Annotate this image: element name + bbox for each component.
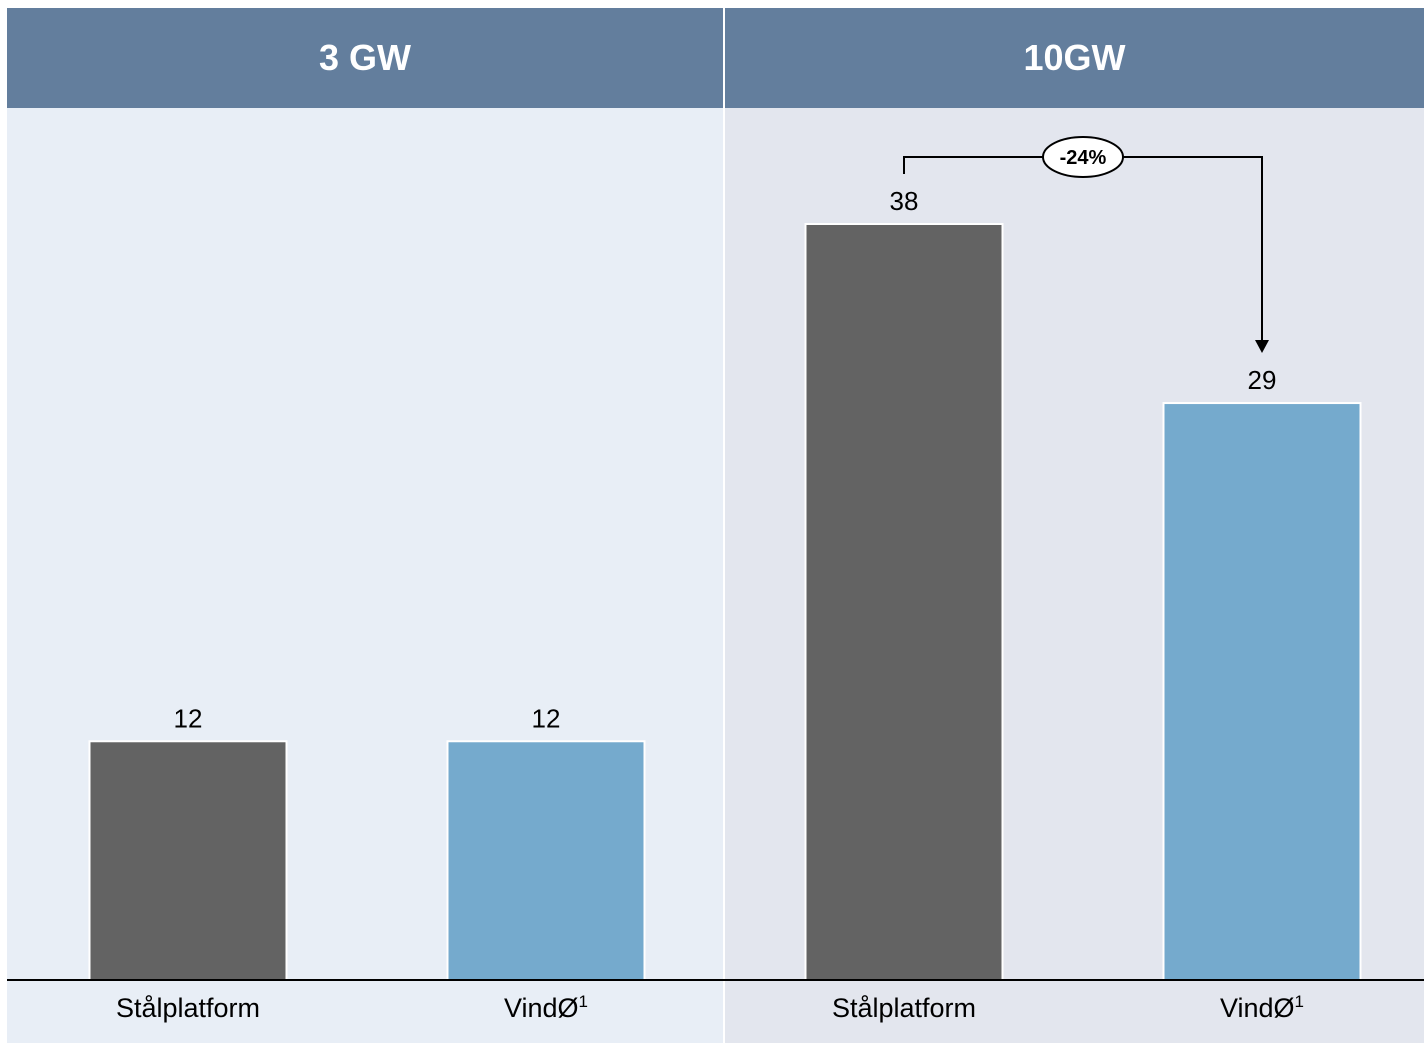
panel-separator bbox=[723, 108, 725, 1043]
value-label-0-0: 12 bbox=[174, 703, 203, 733]
value-label-1-1: 29 bbox=[1248, 365, 1277, 395]
panel-header-10gw: 10GW bbox=[725, 8, 1424, 108]
value-label-0-1: 12 bbox=[532, 703, 561, 733]
category-label-1-0: Stålplatform bbox=[832, 993, 976, 1023]
value-label-1-0: 38 bbox=[890, 186, 919, 216]
bar-1-1 bbox=[1162, 402, 1362, 982]
bar-0-1 bbox=[446, 740, 646, 982]
bar-1-0 bbox=[804, 223, 1004, 981]
change-badge bbox=[1042, 136, 1124, 178]
change-arrowhead bbox=[1255, 340, 1269, 354]
category-label-0-1: VindØ1 bbox=[504, 992, 588, 1023]
bar-0-0 bbox=[88, 740, 288, 982]
category-label-0-0: Stålplatform bbox=[116, 993, 260, 1023]
panel-header-3gw: 3 GW bbox=[7, 8, 723, 108]
change-badge-label: -24% bbox=[1060, 147, 1107, 169]
category-label-1-1: VindØ1 bbox=[1220, 992, 1304, 1023]
